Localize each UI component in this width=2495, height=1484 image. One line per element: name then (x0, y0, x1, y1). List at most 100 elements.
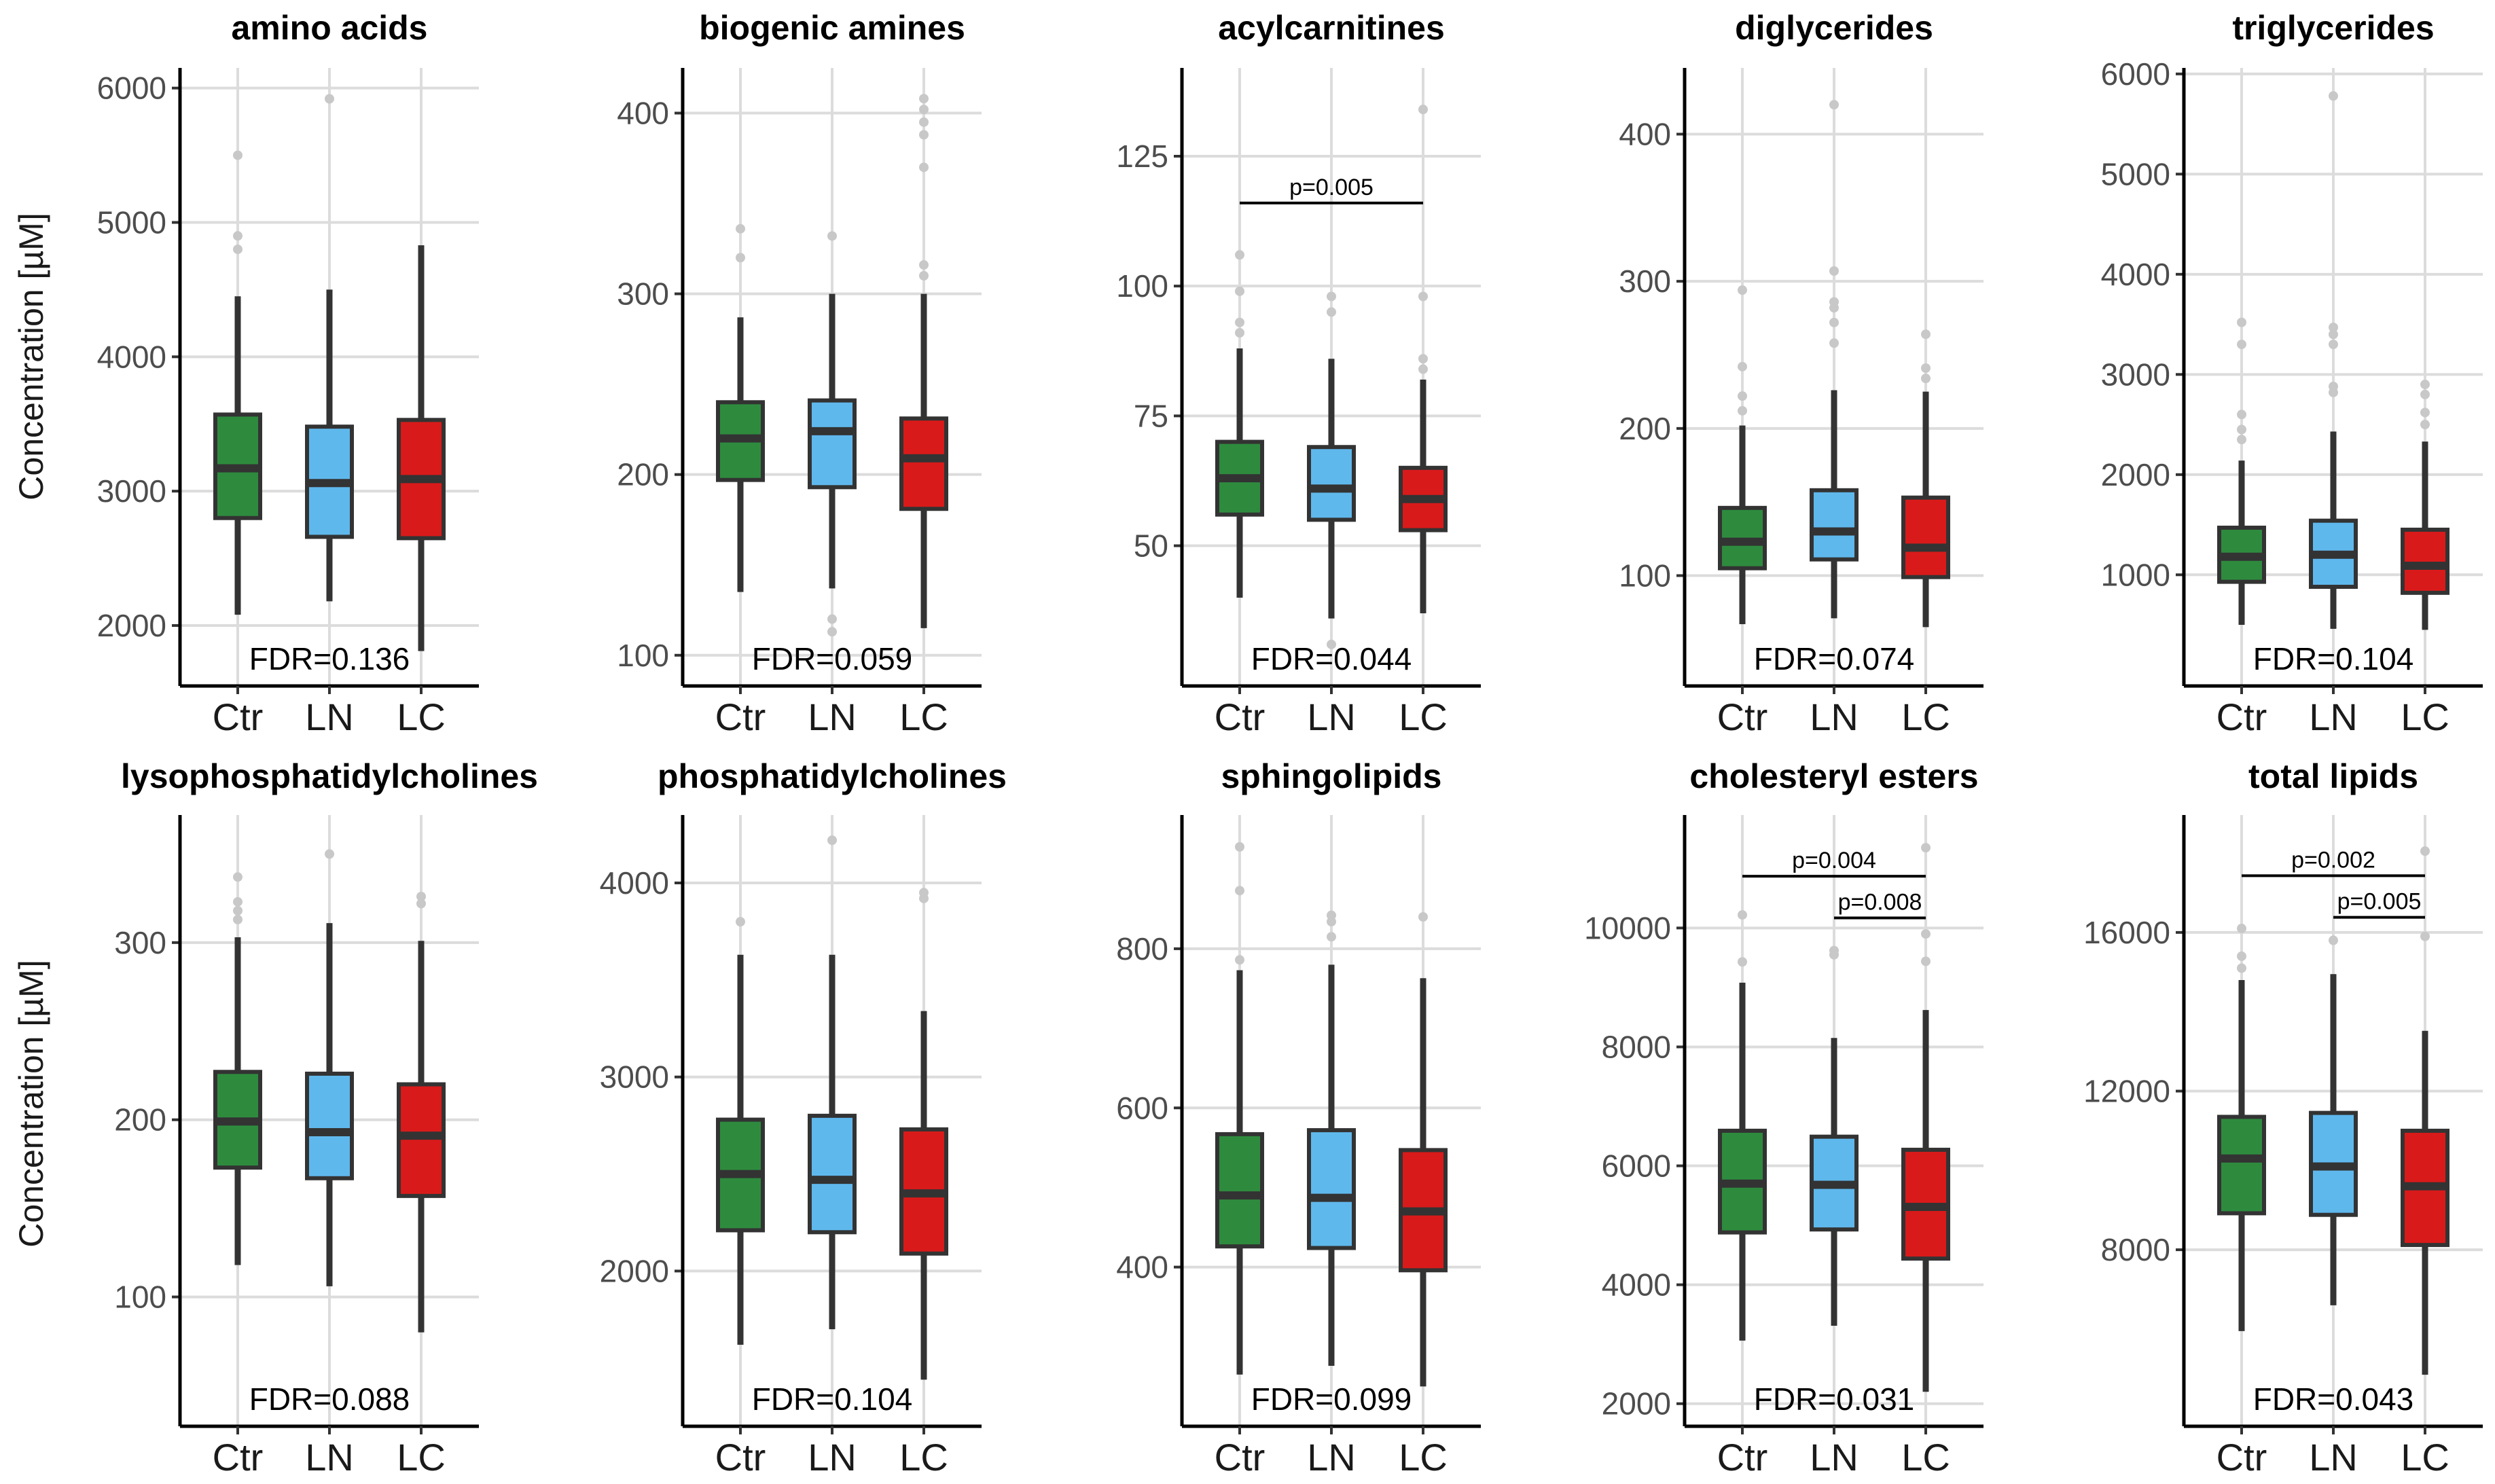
x-tick-label: LN (1307, 1436, 1356, 1479)
y-tick-label: 400 (1116, 1250, 1168, 1285)
p-value-label: p=0.005 (1289, 175, 1374, 200)
panel-title: diglycerides (1735, 9, 1933, 47)
panel-title: cholesteryl esters (1689, 757, 1978, 795)
x-tick-label: LN (305, 1436, 354, 1479)
fdr-label: FDR=0.031 (1754, 1381, 1915, 1417)
outlier-point (233, 872, 243, 882)
y-tick-label: 2000 (97, 608, 166, 643)
outlier-point (1418, 354, 1428, 364)
y-tick-label: 3000 (2101, 357, 2170, 392)
outlier-point (1235, 955, 1244, 965)
y-tick-label: 10000 (1584, 910, 1671, 945)
outlier-point (1418, 364, 1428, 374)
panel-title: total lipids (2248, 757, 2418, 795)
panel-acylcarnitines: acylcarnitines 50 75 100 125 p=0.005 FDR=0.044… (1116, 9, 1481, 738)
outlier-point (2329, 329, 2338, 340)
y-tick-label: 3000 (97, 473, 166, 509)
box-iqr (1810, 488, 1859, 562)
outlier-point (2420, 931, 2430, 941)
panel-lysophosphatidylcholines: lysophosphatidylcholines 100 200 300 FDR=0.0… (114, 757, 538, 1479)
x-tick-label: LC (1901, 695, 1950, 738)
box-LC (2401, 846, 2449, 1375)
y-tick-label: 6000 (2101, 56, 2170, 92)
box-iqr (305, 1071, 354, 1180)
y-axis-label-row2: Concentration [µM] (12, 960, 50, 1247)
outlier-point (2329, 340, 2338, 350)
box-LN (2309, 91, 2358, 629)
box-Ctr (1215, 250, 1264, 598)
y-tick-label: 100 (1619, 558, 1671, 594)
y-tick-label: 200 (617, 457, 669, 492)
panel-cholesteryl-esters: cholesteryl esters 2000 4000 6000 8000 10000 p… (1584, 757, 1984, 1479)
outlier-point (233, 905, 243, 916)
x-tick-label: LN (1810, 695, 1859, 738)
outlier-point (1921, 374, 1931, 384)
y-tick-label: 4000 (1602, 1267, 1671, 1303)
panel-title: phosphatidylcholines (658, 757, 1007, 795)
x-tick-label: Ctr (1717, 695, 1768, 738)
box-LN (305, 94, 354, 602)
outlier-point (1921, 843, 1931, 853)
x-tick-label: LN (808, 695, 857, 738)
y-tick-label: 4000 (600, 865, 669, 901)
outlier-point (1327, 291, 1336, 302)
box-Ctr (2217, 317, 2266, 626)
outlier-point (1235, 841, 1244, 852)
outlier-point (1829, 317, 1839, 327)
fdr-label: FDR=0.104 (752, 1381, 913, 1417)
box-LN (2309, 935, 2358, 1305)
panel-triglycerides: triglycerides 1000 2000 3000 4000 5000 6000 FDR… (2101, 9, 2483, 738)
box-iqr (397, 1082, 446, 1198)
outlier-point (1327, 910, 1336, 920)
outlier-point (1327, 307, 1336, 317)
outlier-point (1829, 945, 1839, 956)
box-LC (899, 94, 948, 628)
fdr-label: FDR=0.099 (1251, 1381, 1412, 1417)
outlier-point (2420, 846, 2430, 856)
outlier-point (2237, 435, 2246, 445)
box-Ctr (213, 872, 262, 1265)
outlier-point (1829, 338, 1839, 348)
box-iqr (808, 398, 857, 490)
outlier-point (2237, 951, 2246, 961)
outlier-point (325, 849, 334, 859)
outlier-point (1921, 329, 1931, 340)
box-Ctr (2217, 924, 2266, 1331)
box-iqr (1307, 1128, 1356, 1250)
outlier-point (736, 223, 745, 234)
x-tick-label: LN (1810, 1436, 1859, 1479)
y-tick-label: 2000 (2101, 457, 2170, 492)
outlier-point (1738, 285, 1747, 295)
panel-total-lipids: total lipids 8000 12000 16000 p=0.002 p=0.005… (2083, 757, 2483, 1479)
box-LC (1399, 912, 1448, 1387)
box-Ctr (213, 150, 262, 615)
panel-title: acylcarnitines (1218, 9, 1445, 47)
outlier-point (2237, 340, 2246, 350)
outlier-point (2329, 322, 2338, 332)
y-tick-label: 4000 (2101, 257, 2170, 292)
box-LN (808, 835, 857, 1330)
panel-sphingolipids: sphingolipids 400 600 800 FDR=0.099 Ctr LN LC (1116, 757, 1481, 1479)
outlier-point (1327, 639, 1336, 649)
x-tick-label: Ctr (2216, 1436, 2267, 1479)
outlier-point (233, 150, 243, 160)
outlier-point (1235, 250, 1244, 260)
outlier-point (919, 130, 929, 140)
outlier-point (1829, 266, 1839, 276)
outlier-point (1738, 957, 1747, 967)
y-tick-label: 400 (1619, 117, 1671, 152)
outlier-point (2329, 91, 2338, 101)
outlier-point (919, 105, 929, 115)
y-tick-label: 2000 (600, 1253, 669, 1288)
outlier-point (919, 94, 929, 104)
panel-diglycerides: diglycerides 100 200 300 400 FDR=0.074 Ctr LN LC (1619, 9, 1984, 738)
outlier-point (1738, 405, 1747, 416)
outlier-point (919, 270, 929, 280)
outlier-point (1921, 929, 1931, 939)
box-LC (2401, 380, 2449, 630)
y-tick-label: 6000 (97, 71, 166, 106)
fdr-label: FDR=0.136 (249, 641, 410, 676)
outlier-point (416, 892, 426, 901)
box-iqr (2217, 1115, 2266, 1216)
